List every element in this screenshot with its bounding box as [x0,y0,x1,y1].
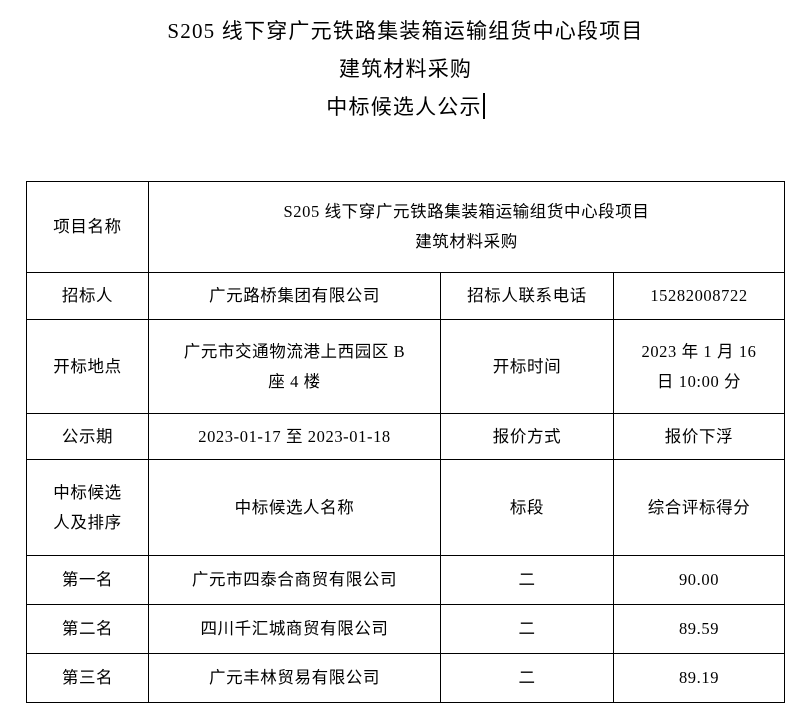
title-line-1: S205 线下穿广元铁路集装箱运输组货中心段项目 [167,19,644,43]
candidate-1-rank: 第一名 [26,555,149,605]
table-row-candidate-3: 第三名 广元丰林贸易有限公司 二 89.19 [26,653,786,703]
candidates-rank-label-line-2: 人及排序 [53,512,122,532]
tenderer-label: 招标人 [26,272,149,320]
candidate-name-header: 中标候选人名称 [148,459,441,556]
announcement-table-wrapper: 项目名称 S205 线下穿广元铁路集装箱运输组货中心段项目 建筑材料采购 招标人… [26,181,786,703]
bid-opening-venue-label: 开标地点 [26,319,149,414]
candidate-1-lot: 二 [440,555,614,605]
project-name-label: 项目名称 [26,181,149,273]
text-caret [482,93,485,119]
table-row-period: 公示期 2023-01-17 至 2023-01-18 报价方式 报价下浮 [26,413,786,460]
candidate-3-name: 广元丰林贸易有限公司 [148,653,441,703]
candidate-score-header: 综合评标得分 [612,459,786,556]
bid-opening-venue-value: 广元市交通物流港上西园区 B 座 4 楼 [148,319,441,414]
quote-method-value: 报价下浮 [612,413,786,460]
venue-line-2: 座 4 楼 [268,371,321,391]
project-name-value: S205 线下穿广元铁路集装箱运输组货中心段项目 建筑材料采购 [147,181,786,273]
time-line-2: 日 10:00 分 [656,371,742,391]
title-line-3-text: 中标候选人公示 [326,95,482,119]
candidate-2-rank: 第二名 [26,604,149,654]
tenderer-value: 广元路桥集团有限公司 [148,272,441,320]
venue-line-1: 广元市交通物流港上西园区 B [183,341,406,361]
candidate-1-score: 90.00 [612,555,786,605]
table-row-venue: 开标地点 广元市交通物流港上西园区 B 座 4 楼 开标时间 2023 年 1 … [26,319,786,414]
publicity-period-value: 2023-01-17 至 2023-01-18 [148,413,441,460]
bid-opening-time-value: 2023 年 1 月 16 日 10:00 分 [612,319,786,414]
candidate-lot-header: 标段 [440,459,614,556]
title-line-3: 中标候选人公示 [0,88,811,126]
candidate-3-rank: 第三名 [26,653,149,703]
title-line-2: 建筑材料采购 [338,57,473,81]
candidate-1-name: 广元市四泰合商贸有限公司 [148,555,441,605]
tenderer-phone-label: 招标人联系电话 [440,272,614,320]
table-row-candidate-2: 第二名 四川千汇城商贸有限公司 二 89.59 [26,604,786,654]
tenderer-phone-value: 15282008722 [612,272,786,320]
table-row-project: 项目名称 S205 线下穿广元铁路集装箱运输组货中心段项目 建筑材料采购 [26,181,786,273]
candidate-2-score: 89.59 [612,604,786,654]
table-row-candidates-header: 中标候选 人及排序 中标候选人名称 标段 综合评标得分 [26,459,786,556]
candidate-3-lot: 二 [440,653,614,703]
announcement-table: 项目名称 S205 线下穿广元铁路集装箱运输组货中心段项目 建筑材料采购 招标人… [26,181,786,703]
candidate-2-lot: 二 [440,604,614,654]
project-name-line-1: S205 线下穿广元铁路集装箱运输组货中心段项目 [283,202,650,221]
project-name-line-2: 建筑材料采购 [415,232,518,251]
candidates-rank-label-line-1: 中标候选 [53,482,122,502]
document-title: S205 线下穿广元铁路集装箱运输组货中心段项目 建筑材料采购 中标候选人公示 [0,0,811,126]
table-row-tenderer: 招标人 广元路桥集团有限公司 招标人联系电话 15282008722 [26,272,786,320]
candidates-rank-label: 中标候选 人及排序 [26,459,149,556]
candidate-3-score: 89.19 [612,653,786,703]
table-row-candidate-1: 第一名 广元市四泰合商贸有限公司 二 90.00 [26,555,786,605]
bid-opening-time-label: 开标时间 [440,319,614,414]
quote-method-label: 报价方式 [440,413,614,460]
candidate-2-name: 四川千汇城商贸有限公司 [148,604,441,654]
publicity-period-label: 公示期 [26,413,149,460]
time-line-1: 2023 年 1 月 16 [641,341,757,361]
